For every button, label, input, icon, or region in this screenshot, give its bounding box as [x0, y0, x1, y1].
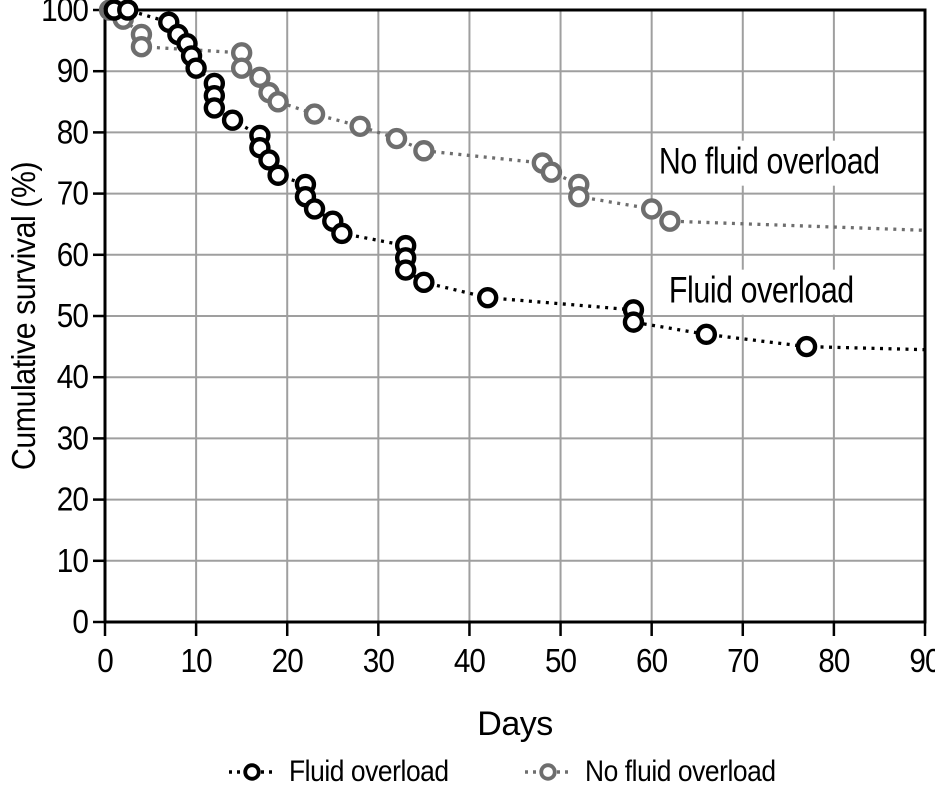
svg-text:100: 100	[41, 0, 88, 28]
svg-text:80: 80	[57, 114, 89, 151]
legend-item-fluid-overload: Fluid overload	[228, 755, 470, 789]
svg-text:40: 40	[57, 359, 89, 396]
svg-text:30: 30	[363, 643, 395, 680]
svg-text:70: 70	[57, 175, 89, 212]
dotted-line-open-circle-icon	[525, 763, 572, 781]
x-axis-title: Days	[477, 705, 553, 743]
svg-text:50: 50	[57, 298, 89, 335]
svg-text:80: 80	[818, 643, 850, 680]
legend: Fluid overload No fluid overload	[105, 755, 925, 789]
svg-text:20: 20	[272, 643, 304, 680]
dotted-line-open-circle-icon	[228, 763, 275, 781]
svg-text:30: 30	[57, 420, 89, 457]
svg-text:60: 60	[57, 236, 89, 273]
svg-text:50: 50	[545, 643, 577, 680]
y-axis-title: Cumulative survival (%)	[5, 161, 42, 471]
svg-text:0: 0	[97, 643, 113, 680]
svg-text:60: 60	[636, 643, 668, 680]
annotation-fluid-overload: Fluid overload	[664, 269, 860, 315]
svg-text:70: 70	[727, 643, 759, 680]
svg-text:20: 20	[57, 481, 89, 518]
legend-item-no-fluid-overload: No fluid overload	[524, 755, 802, 789]
legend-label-no-fluid-overload: No fluid overload	[585, 755, 777, 788]
annotation-no-fluid-overload: No fluid overload	[654, 140, 885, 186]
svg-text:40: 40	[454, 643, 486, 680]
legend-label-fluid-overload: Fluid overload	[288, 755, 449, 788]
svg-text:0: 0	[72, 604, 88, 641]
svg-text:90: 90	[909, 643, 935, 680]
svg-text:90: 90	[57, 53, 89, 90]
svg-text:10: 10	[57, 542, 89, 579]
svg-text:10: 10	[181, 643, 213, 680]
